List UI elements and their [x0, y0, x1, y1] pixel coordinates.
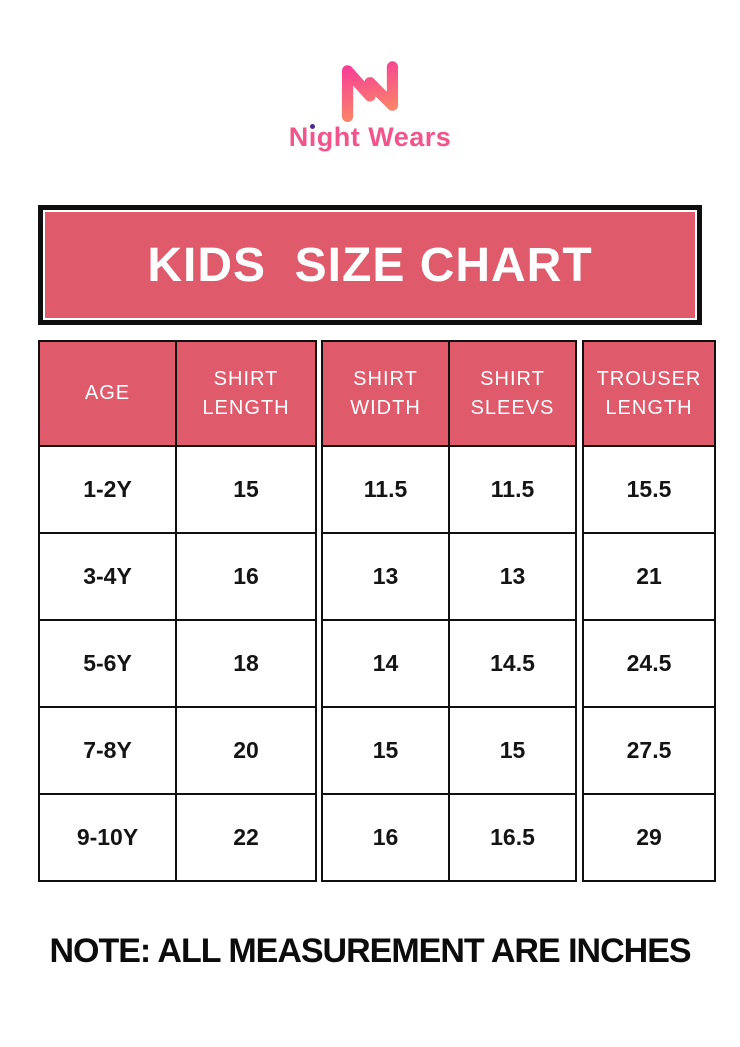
table-cell: 15: [175, 445, 317, 534]
table-cell: 11.5: [448, 445, 577, 534]
table-cell: 13: [321, 532, 450, 621]
table-row: 24.5: [582, 619, 716, 708]
brand-part: Wears: [360, 122, 452, 152]
table-cell: 9-10Y: [38, 793, 177, 882]
column-header-shirt-width: SHIRT WIDTH: [321, 340, 450, 447]
column-header-shirt-sleeves: SHIRT SLEEVS: [448, 340, 577, 447]
table-row: 1-2Y 15: [38, 445, 317, 534]
table-block-age-shirtlength: AGE SHIRT LENGTH 1-2Y 15 3-4Y 16 5-6Y 18…: [38, 340, 317, 882]
table-block-trouser-length: TROUSER LENGTH 15.5 21 24.5 27.5 29: [582, 340, 716, 882]
table-row: 21: [582, 532, 716, 621]
header-row: SHIRT WIDTH SHIRT SLEEVS: [321, 340, 577, 447]
table-cell: 18: [175, 619, 317, 708]
i-dot: [309, 124, 315, 129]
measurement-note: NOTE: ALL MEASUREMENT ARE INCHES: [49, 932, 691, 970]
table-row: 11.5 11.5: [321, 445, 577, 534]
table-cell: 14: [321, 619, 450, 708]
table-row: 16 16.5: [321, 793, 577, 882]
table-row: 29: [582, 793, 716, 882]
page-title: KIDS SIZE CHART: [147, 238, 593, 292]
table-row: 15 15: [321, 706, 577, 795]
table-cell: 27.5: [582, 706, 716, 795]
table-cell: 15.5: [582, 445, 716, 534]
brand-part: N: [288, 122, 309, 152]
table-block-shirtwidth-sleeves: SHIRT WIDTH SHIRT SLEEVS 11.5 11.5 13 13…: [321, 340, 577, 882]
table-cell: 16.5: [448, 793, 577, 882]
table-row: 14 14.5: [321, 619, 577, 708]
column-header-trouser-length: TROUSER LENGTH: [582, 340, 716, 447]
table-cell: 20: [175, 706, 317, 795]
table-row: 15.5: [582, 445, 716, 534]
table-cell: 3-4Y: [38, 532, 177, 621]
header-row: TROUSER LENGTH: [582, 340, 716, 447]
table-cell: 21: [582, 532, 716, 621]
title-banner: KIDS SIZE CHART: [38, 205, 702, 325]
column-header-age: AGE: [38, 340, 177, 447]
table-cell: 11.5: [321, 445, 450, 534]
table-cell: 14.5: [448, 619, 577, 708]
size-chart-table: AGE SHIRT LENGTH 1-2Y 15 3-4Y 16 5-6Y 18…: [38, 340, 716, 882]
table-cell: 15: [448, 706, 577, 795]
table-cell: 24.5: [582, 619, 716, 708]
table-row: 13 13: [321, 532, 577, 621]
night-wears-logo-icon: [341, 61, 399, 123]
table-cell: 22: [175, 793, 317, 882]
table-cell: 29: [582, 793, 716, 882]
brand-part: ıght: [308, 122, 361, 152]
table-row: 9-10Y 22: [38, 793, 317, 882]
table-cell: 1-2Y: [38, 445, 177, 534]
table-cell: 5-6Y: [38, 619, 177, 708]
table-row: 27.5: [582, 706, 716, 795]
table-row: 7-8Y 20: [38, 706, 317, 795]
header-row: AGE SHIRT LENGTH: [38, 340, 317, 447]
table-cell: 16: [175, 532, 317, 621]
table-row: 3-4Y 16: [38, 532, 317, 621]
table-cell: 13: [448, 532, 577, 621]
column-header-shirt-length: SHIRT LENGTH: [175, 340, 317, 447]
table-row: 5-6Y 18: [38, 619, 317, 708]
table-cell: 7-8Y: [38, 706, 177, 795]
table-cell: 16: [321, 793, 450, 882]
table-cell: 15: [321, 706, 450, 795]
